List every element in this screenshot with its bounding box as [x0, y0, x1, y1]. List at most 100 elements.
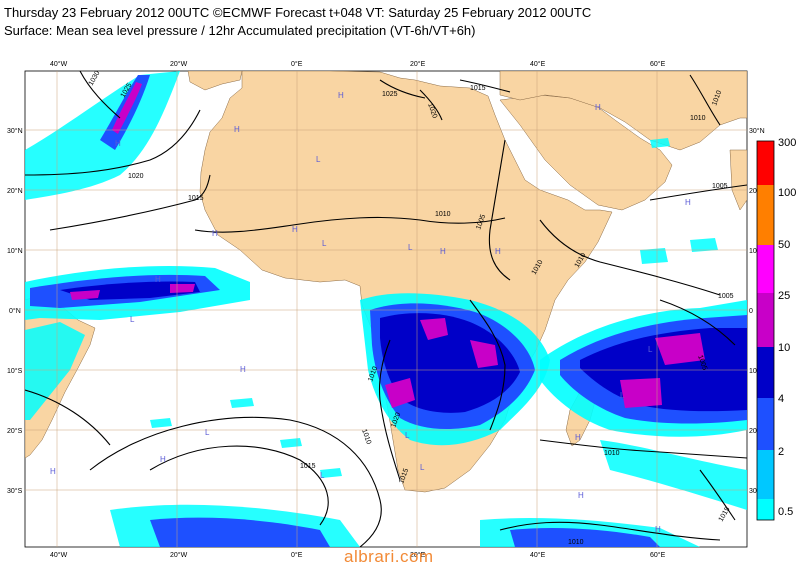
colorbar-bin: [757, 398, 774, 450]
isobar-label: 1005: [475, 214, 487, 231]
low-pressure-marker: L: [322, 239, 327, 248]
lon-label-top: 40°E: [530, 60, 546, 68]
isobar-line: [699, 469, 736, 521]
low-pressure-marker: L: [320, 471, 325, 480]
isobar-label: 1025: [382, 91, 398, 98]
watermark-logo: albrari.com: [344, 547, 434, 566]
colorbar-bin: [757, 245, 774, 293]
low-pressure-marker: L: [130, 315, 135, 324]
colorbar-label: 25: [778, 290, 790, 302]
colorbar-bin: [757, 141, 774, 185]
isobar-line: [378, 339, 401, 481]
isobar-line: [25, 109, 201, 176]
isobar-label: 1005: [712, 183, 728, 190]
isobar-line: [194, 216, 506, 233]
lon-label-top: 40°W: [50, 60, 68, 68]
low-pressure-marker: L: [205, 428, 210, 437]
precip-colorbar: 300 100 50 25 10 4 2 0.5: [756, 137, 796, 521]
precip-south-indian-band: [600, 440, 747, 510]
lat-label-right: 30: [749, 488, 757, 495]
lat-label-left: 0°N: [9, 307, 21, 315]
colorbar-label: 300: [778, 137, 796, 149]
isobar-line: [539, 439, 747, 459]
isobar-line: [649, 184, 747, 201]
high-pressure-marker: H: [234, 125, 240, 134]
colorbar-label: 100: [778, 187, 796, 199]
axis-labels: 40°W 20°W 0°E 20°E 40°E 60°E 40°W 20°W 0…: [7, 60, 765, 559]
isobar-line: [49, 174, 211, 231]
isobar-line: [488, 139, 511, 281]
isobar-line: [659, 299, 736, 346]
low-pressure-marker: L: [316, 155, 321, 164]
high-pressure-marker: H: [685, 198, 691, 207]
isobar-line: [539, 219, 721, 296]
lon-label-bottom: 60°E: [650, 551, 666, 559]
high-pressure-marker: H: [212, 229, 218, 238]
colorbar-bin: [757, 347, 774, 398]
isobar-line: [25, 389, 111, 446]
isobar-label: 1010: [604, 450, 620, 457]
isobar-label: 1005: [696, 354, 708, 371]
lat-label-right: 10: [749, 248, 757, 255]
lat-label-right: 10: [749, 368, 757, 375]
lat-label-right: 20: [749, 188, 757, 195]
low-pressure-marker: L: [620, 391, 625, 400]
colorbar-bin: [757, 185, 774, 245]
high-pressure-marker: H: [338, 91, 344, 100]
isobar-label: 1020: [390, 412, 402, 429]
lat-label-right: 0: [749, 308, 753, 315]
lon-label-top: 20°W: [170, 60, 188, 68]
precip-north-atlantic-peak: [112, 82, 142, 134]
isobar-label: 1005: [718, 293, 734, 300]
isobar-label: 1020: [426, 102, 438, 119]
isobar-line: [689, 74, 721, 126]
high-pressure-marker: H: [160, 455, 166, 464]
isobar-label-group: 1030 1025 1020 1015 1010 1005 1025 1020 …: [88, 71, 734, 546]
isobar-line: [499, 521, 721, 541]
low-pressure-marker: L: [408, 243, 413, 252]
low-pressure-marker: L: [420, 463, 425, 472]
precipitation-areas: [25, 71, 747, 547]
colorbar-label: 2: [778, 446, 784, 458]
lat-label-left: 30°S: [7, 487, 23, 495]
lon-label-bottom: 40°W: [50, 551, 68, 559]
isobar-line: [89, 416, 382, 547]
high-pressure-marker: H: [240, 365, 246, 374]
lat-label-left: 20°N: [7, 187, 23, 195]
precip-indian-ocean-peak: [620, 333, 705, 408]
colorbar-label: 50: [778, 239, 790, 251]
isobar-label: 1010: [568, 539, 584, 546]
isobar-label: 1015: [300, 463, 316, 470]
high-pressure-marker: H: [495, 247, 501, 256]
precip-north-atlantic: [25, 71, 180, 200]
isobar-line: [459, 79, 511, 93]
isobar-line: [469, 299, 506, 431]
colorbar-bin: [757, 450, 774, 499]
lat-label-left: 30°N: [7, 127, 23, 135]
india-landmass: [729, 149, 747, 211]
lon-label-top: 0°E: [291, 60, 303, 68]
high-pressure-marker: H: [292, 225, 298, 234]
lat-label-left: 10°S: [7, 367, 23, 375]
high-pressure-marker: H: [655, 525, 661, 534]
europe-landmass: [187, 71, 243, 91]
high-pressure-marker: H: [155, 275, 161, 284]
isobar-label: 1015: [188, 195, 204, 202]
isobar-line: [79, 71, 121, 119]
lon-label-top: 60°E: [650, 60, 666, 68]
precip-south-bottom-right-core: [510, 527, 660, 547]
isobar-line: [149, 445, 329, 526]
pressure-center-markers: H H H H H H L L L L L H H L H H L H H H …: [50, 91, 691, 534]
lat-label-right: 30°N: [749, 127, 765, 135]
chart-title-line2: Surface: Mean sea level pressure / 12hr …: [4, 23, 476, 38]
high-pressure-marker: H: [575, 433, 581, 442]
precip-south-atlantic-core: [150, 517, 330, 547]
isobar-label: 1010: [690, 115, 706, 122]
isobar-label: 1015: [398, 468, 410, 485]
colorbar-label: 10: [778, 342, 790, 354]
high-pressure-marker: H: [50, 467, 56, 476]
precip-central-africa-core: [380, 313, 520, 413]
high-pressure-marker: H: [578, 491, 584, 500]
colorbar-frame: [756, 140, 775, 521]
